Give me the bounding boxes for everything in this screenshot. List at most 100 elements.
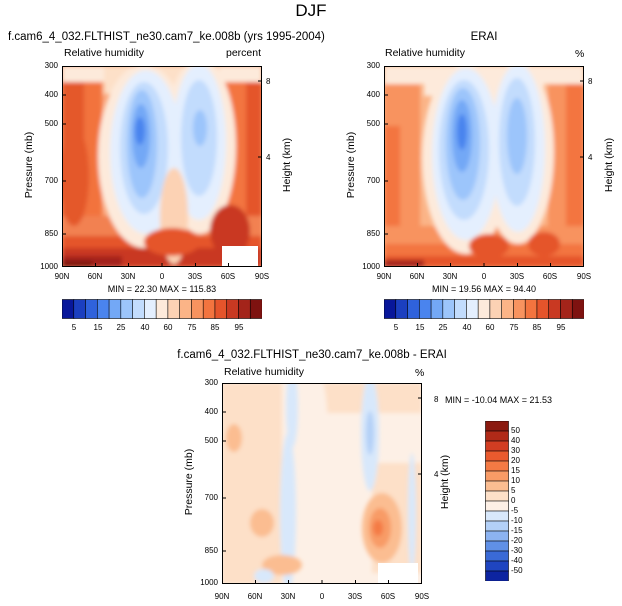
panel3-xtick-60s: 60S [380, 592, 396, 601]
panel3-colorbar [485, 421, 509, 581]
colorbar-swatch [395, 299, 409, 319]
panel3-variable-label: Relative humidity [224, 366, 304, 378]
colorbar-swatch [485, 421, 509, 432]
panel1-ylabel-right: Height (km) [281, 137, 293, 193]
panel1-ytick-1000: 1000 [40, 262, 58, 271]
panel2-ytick-300: 300 [366, 61, 380, 70]
panel2-xtick-0: 0 [481, 272, 487, 281]
colorbar-swatch [108, 299, 122, 319]
colorbar-swatch [418, 299, 432, 319]
colorbar-swatch [85, 299, 98, 319]
panel3-height-tick-4: 4 [434, 470, 439, 479]
colorbar-swatch [155, 299, 169, 319]
panel1-cbar-label-60: 60 [163, 323, 173, 332]
colorbar-swatch [384, 299, 397, 319]
panel2-cbar-label-60: 60 [485, 323, 495, 332]
panel2-ylabel-right: Height (km) [603, 137, 615, 193]
panel2-xtick-60s: 60S [542, 272, 558, 281]
panel2-min-max: MIN = 19.56 MAX = 94.40 [431, 284, 537, 294]
panel1-xtick-60n: 60N [87, 272, 103, 281]
panel1-xtick-0: 0 [159, 272, 165, 281]
panel1-variable-label: Relative humidity [64, 47, 144, 59]
panel1-xtick-30s: 30S [187, 272, 203, 281]
colorbar-swatch [524, 299, 538, 319]
colorbar-swatch [466, 299, 479, 319]
panel2-cbar-label-25: 25 [438, 323, 448, 332]
panel3-cbar-label-20: 20 [511, 456, 520, 465]
panel2-title: ERAI [470, 31, 498, 43]
panel3-cbar-label-5: 5 [511, 486, 516, 495]
panel3-title: f.cam6_4_032.FLTHIST_ne30.cam7_ke.008b -… [177, 349, 447, 361]
colorbar-swatch [430, 299, 444, 319]
panel2-units: % [575, 48, 585, 60]
panel3-min-max: MIN = -10.04 MAX = 21.53 [445, 395, 553, 405]
panel3-height-tick-8: 8 [434, 395, 439, 404]
panel3-xtick-90n: 90N [214, 592, 230, 601]
colorbar-swatch [548, 299, 561, 319]
panel3-xtick-90s: 90S [414, 592, 430, 601]
panel1-units: percent [226, 47, 262, 59]
panel3-cbar-label-40: 40 [511, 436, 520, 445]
panel3-ytick-500: 500 [204, 436, 218, 445]
panel3-cbar-label-neg15: -15 [511, 526, 523, 535]
panel3-cbar-label-neg10: -10 [511, 516, 523, 525]
panel3-colorbar-labels: 50 40 30 20 15 10 5 0 -5 -10 -15 -20 -30… [511, 421, 539, 586]
colorbar-swatch [485, 470, 509, 482]
panel2-cbar-label-85: 85 [532, 323, 542, 332]
panel2-xtick-90n: 90N [376, 272, 392, 281]
panel1-cbar-label-85: 85 [210, 323, 220, 332]
colorbar-swatch [238, 299, 251, 319]
panel1-height-tick-4: 4 [266, 153, 271, 162]
colorbar-swatch [73, 299, 87, 319]
panel2-height-tick-4: 4 [588, 153, 593, 162]
colorbar-swatch [62, 299, 75, 319]
colorbar-swatch [501, 299, 514, 319]
panel3-ytick-850: 850 [204, 546, 218, 555]
panel3-cbar-label-neg20: -20 [511, 536, 523, 545]
panel3-xtick-30n: 30N [280, 592, 296, 601]
panel1-cbar-label-15: 15 [93, 323, 103, 332]
panel3-xtick-60n: 60N [247, 592, 263, 601]
colorbar-swatch [226, 299, 239, 319]
colorbar-swatch [485, 430, 509, 442]
panel3-cbar-label-neg30: -30 [511, 546, 523, 555]
panel3-xtick-0: 0 [319, 592, 325, 601]
panel1-xtick-30n: 30N [120, 272, 136, 281]
colorbar-swatch [485, 560, 509, 572]
panel1-cbar-label-40: 40 [140, 323, 150, 332]
colorbar-swatch [571, 299, 584, 319]
colorbar-swatch [96, 299, 110, 319]
panel2-ytick-500: 500 [366, 119, 380, 128]
panel1-ytick-300: 300 [44, 61, 58, 70]
panel3-missing-data [378, 563, 418, 584]
panel2-variable-label: Relative humidity [385, 47, 465, 59]
panel1-ytick-400: 400 [44, 90, 58, 99]
colorbar-swatch [485, 500, 509, 512]
panel3-ytick-700: 700 [204, 493, 218, 502]
panel2-height-tick-8: 8 [588, 77, 593, 86]
colorbar-swatch [249, 299, 262, 319]
panel3-ylabel-right: Height (km) [439, 454, 451, 510]
panel1-contour-plot [62, 66, 262, 267]
colorbar-swatch [179, 299, 192, 319]
panel2-ytick-850: 850 [366, 229, 380, 238]
panel3-cbar-label-neg50: -50 [511, 566, 523, 575]
colorbar-swatch [485, 550, 509, 562]
panel3-cbar-label-neg5: -5 [511, 506, 519, 515]
colorbar-swatch [454, 299, 467, 319]
colorbar-swatch [485, 570, 509, 581]
colorbar-swatch [477, 299, 491, 319]
panel2-cbar-label-15: 15 [415, 323, 425, 332]
panel2-cbar-label-75: 75 [509, 323, 519, 332]
panel3-ytick-300: 300 [204, 378, 218, 387]
colorbar-swatch [536, 299, 550, 319]
panel3-cbar-label-30: 30 [511, 446, 520, 455]
panel1-xtick-60s: 60S [220, 272, 236, 281]
figure-title: DJF [295, 1, 327, 20]
panel3-cbar-label-0: 0 [511, 496, 516, 505]
colorbar-swatch [167, 299, 181, 319]
panel2-cbar-label-5: 5 [393, 323, 399, 332]
panel2-ytick-700: 700 [366, 176, 380, 185]
colorbar-swatch [132, 299, 145, 319]
panel1-missing-data [222, 246, 258, 267]
